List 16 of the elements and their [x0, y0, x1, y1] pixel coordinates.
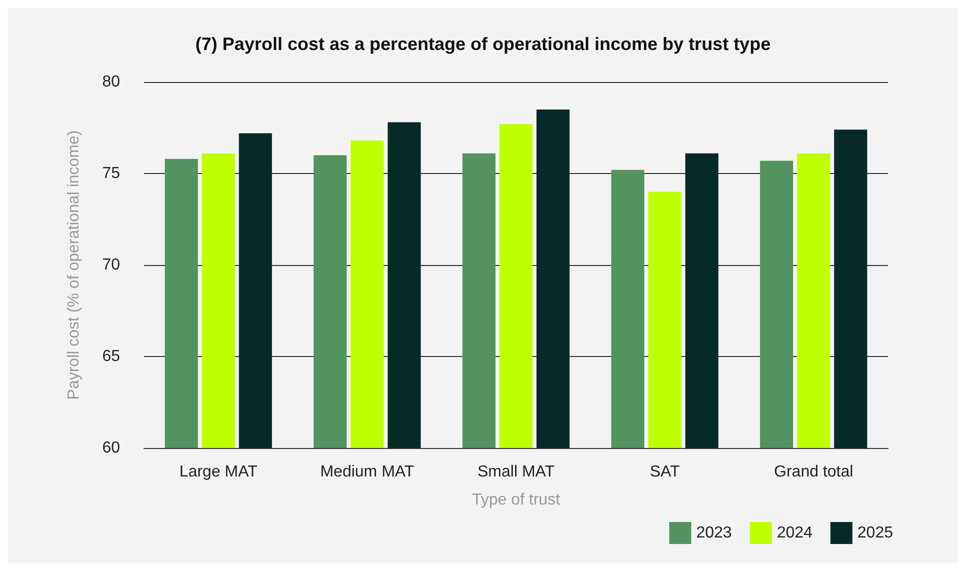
x-tick-label: Small MAT — [477, 464, 555, 480]
legend-label: 2024 — [776, 524, 813, 542]
y-tick-label: 80 — [102, 74, 120, 90]
x-tick-label: Large MAT — [179, 464, 258, 480]
x-tick-label: Medium MAT — [320, 464, 414, 480]
legend-label: 2025 — [857, 524, 894, 542]
x-tick-label: Grand total — [774, 464, 854, 480]
y-tick-label: 60 — [102, 440, 120, 456]
y-tick-label: 75 — [102, 165, 120, 182]
x-axis-title: Type of trust — [472, 492, 561, 508]
y-axis-title: Payroll cost (% of operational income) — [66, 130, 82, 400]
y-tick-label: 70 — [102, 256, 120, 274]
x-tick-label: SAT — [650, 464, 680, 480]
legend-label: 2023 — [696, 524, 732, 542]
y-tick-label: 65 — [102, 348, 120, 365]
chart-title: (7) Payroll cost as a percentage of operational income by trust type — [195, 34, 771, 54]
